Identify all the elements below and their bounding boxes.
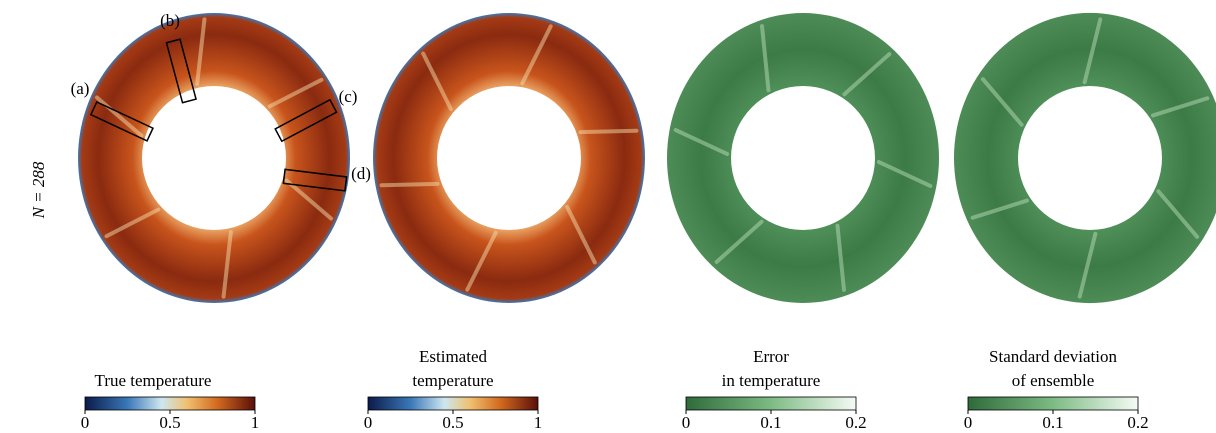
row-label: N = 288 bbox=[29, 161, 48, 219]
annulus-field bbox=[78, 13, 350, 303]
colorbar-tick-label: 1 bbox=[534, 413, 543, 432]
colorbar-tick-label: 0.1 bbox=[760, 413, 781, 432]
colorbar-tick-label: 0 bbox=[81, 413, 90, 432]
annotation: (c) bbox=[339, 87, 358, 106]
annotation: (d) bbox=[351, 164, 371, 183]
annotation: (b) bbox=[160, 11, 180, 30]
colorbar-title: Error bbox=[753, 347, 789, 366]
colorbar-tick-label: 0 bbox=[964, 413, 973, 432]
colorbar-tick-label: 0.1 bbox=[1042, 413, 1063, 432]
colorbar-title: of ensemble bbox=[1012, 371, 1095, 390]
figure: N = 288 True temperature 0 0.5 1 Estimated te… bbox=[0, 0, 1216, 433]
colorbar-tick-label: 0.2 bbox=[845, 413, 866, 432]
colorbar-tick-label: 0.5 bbox=[442, 413, 463, 432]
colorbar-tick-label: 1 bbox=[251, 413, 260, 432]
colorbar bbox=[686, 397, 856, 410]
colorbar-title: Standard deviation bbox=[989, 347, 1117, 366]
colorbar-title: Estimated bbox=[419, 347, 487, 366]
colorbar-title: in temperature bbox=[722, 371, 821, 390]
field-streak bbox=[580, 131, 636, 132]
colorbar bbox=[968, 397, 1138, 410]
colorbar-tick-label: 0 bbox=[364, 413, 373, 432]
colorbar-title: temperature bbox=[412, 371, 493, 390]
colorbar bbox=[85, 397, 255, 410]
colorbar-tick-label: 0 bbox=[682, 413, 691, 432]
annotation: (a) bbox=[71, 79, 90, 98]
field-streak bbox=[382, 184, 438, 185]
annulus-field bbox=[954, 13, 1216, 303]
colorbar-title: True temperature bbox=[95, 371, 212, 390]
colorbar-tick-label: 0.2 bbox=[1127, 413, 1148, 432]
colorbar-tick-label: 0.5 bbox=[159, 413, 180, 432]
annulus-field bbox=[373, 13, 645, 303]
annulus-field bbox=[667, 13, 939, 303]
colorbar bbox=[368, 397, 538, 410]
